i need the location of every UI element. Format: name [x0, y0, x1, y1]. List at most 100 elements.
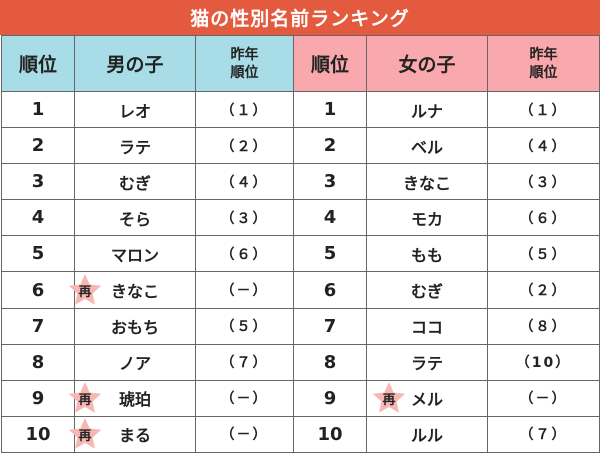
female-prev-rank: （５） [487, 235, 600, 273]
male-rank: 5 [1, 235, 75, 273]
female-name: きなこ [402, 173, 451, 193]
revival-star-icon: 再 [68, 381, 102, 415]
male-name-cell: むぎ [74, 163, 196, 201]
male-prev-rank: （６） [195, 235, 294, 273]
male-rank: 9 [1, 379, 75, 417]
revival-badge-text: 再 [78, 393, 92, 409]
male-rank: 4 [1, 199, 75, 237]
male-rank: 6 [1, 271, 75, 309]
male-name-cell: おもち [74, 307, 196, 345]
female-name: ココ [410, 318, 443, 338]
female-prev-rank: （８） [487, 307, 600, 345]
female-prev-header-line2: 順位 [529, 64, 558, 81]
female-name-cell: きなこ [366, 163, 488, 201]
female-prev-header: 昨年 順位 [487, 35, 600, 92]
female-name-header: 女の子 [366, 35, 488, 92]
female-prev-rank: （１） [487, 90, 600, 129]
male-name-cell: ノア [74, 343, 196, 381]
female-name: ベル [410, 137, 443, 157]
male-rank: 3 [1, 163, 75, 201]
female-name: ルル [410, 426, 443, 446]
male-name: ラテ [118, 137, 151, 157]
revival-star-icon: 再 [372, 381, 406, 415]
table-row: 6 再きなこ （－） 6 むぎ （２） [1, 271, 600, 309]
female-prev-rank: （10） [487, 343, 600, 381]
female-name-cell: ルル [366, 415, 488, 454]
male-prev-rank: （１） [195, 90, 294, 129]
female-name-cell: ベル [366, 127, 488, 165]
male-name: きなこ [110, 282, 159, 302]
female-name: ラテ [410, 354, 443, 374]
female-prev-rank: （４） [487, 127, 600, 165]
female-name-cell: ルナ [366, 90, 488, 129]
female-prev-rank: （６） [487, 199, 600, 237]
female-name-cell: もも [366, 235, 488, 273]
table-row: 3 むぎ （４） 3 きなこ （３） [1, 163, 600, 201]
female-rank: 4 [293, 199, 367, 237]
revival-star-icon: 再 [68, 417, 102, 451]
female-rank: 8 [293, 343, 367, 381]
ranking-title: 猫の性別名前ランキング [0, 0, 600, 35]
male-rank: 2 [1, 127, 75, 165]
male-name-cell: そら [74, 199, 196, 237]
male-prev-rank: （－） [195, 379, 294, 417]
female-prev-rank: （－） [487, 379, 600, 417]
female-rank: 2 [293, 127, 367, 165]
female-prev-header-line1: 昨年 [529, 46, 558, 63]
female-rank: 10 [293, 415, 367, 454]
male-name: まる [118, 426, 151, 446]
male-name: そら [118, 209, 151, 229]
male-prev-header: 昨年 順位 [195, 35, 294, 92]
female-prev-rank: （３） [487, 163, 600, 201]
female-name-cell: モカ [366, 199, 488, 237]
male-prev-header-line2: 順位 [230, 64, 259, 81]
male-name-cell: ラテ [74, 127, 196, 165]
male-name: おもち [110, 318, 159, 338]
female-name: モカ [410, 209, 443, 229]
female-rank: 5 [293, 235, 367, 273]
male-rank: 7 [1, 307, 75, 345]
male-name-cell: 再 琥珀 [68, 379, 196, 417]
table-row: 2 ラテ （２） 2 ベル （４） [1, 127, 600, 165]
male-prev-rank: （４） [195, 163, 294, 201]
male-rank: 1 [1, 90, 75, 129]
table-row: 8 ノア （７） 8 ラテ （10） [1, 343, 600, 381]
female-name-cell: ラテ [366, 343, 488, 381]
female-rank: 9 [293, 379, 367, 417]
male-prev-header-line1: 昨年 [230, 46, 259, 63]
male-name: 琥珀 [118, 390, 151, 410]
male-name-cell: レオ [74, 90, 196, 129]
male-name: マロン [110, 245, 159, 265]
male-rank-header: 順位 [1, 35, 75, 92]
female-rank: 6 [293, 271, 367, 309]
male-rank: 10 [1, 415, 75, 454]
male-name: むぎ [118, 173, 151, 193]
ranking-table: 順位 男の子 昨年 順位 順位 女の子 昨年 順位 1 レオ （１） 1 ルナ （１） 2 ラ… [1, 35, 600, 454]
female-prev-rank: （７） [487, 415, 600, 454]
male-name-header: 男の子 [74, 35, 196, 92]
female-name: メル [410, 390, 443, 410]
table-row: 9 再琥珀 （－） 9 再メル （－） [1, 379, 600, 417]
female-rank: 7 [293, 307, 367, 345]
male-name: レオ [118, 101, 151, 121]
male-prev-rank: （－） [195, 271, 294, 309]
revival-badge-text: 再 [382, 393, 396, 409]
table-row: 1 レオ （１） 1 ルナ （１） [1, 90, 600, 129]
male-prev-rank: （２） [195, 127, 294, 165]
table-row: 4 そら （３） 4 モカ （６） [1, 199, 600, 237]
female-name: もも [410, 245, 443, 265]
revival-star-icon: 再 [68, 273, 102, 307]
revival-badge-text: 再 [78, 429, 92, 445]
male-name-cell: マロン [74, 235, 196, 273]
male-prev-rank: （７） [195, 343, 294, 381]
male-rank: 8 [1, 343, 75, 381]
female-name-cell: 再メル [366, 379, 488, 417]
female-name-cell: むぎ [366, 271, 488, 309]
male-prev-rank: （５） [195, 307, 294, 345]
male-name-cell: 再 きなこ [68, 271, 196, 309]
male-name: ノア [118, 354, 151, 374]
male-prev-rank: （－） [195, 415, 294, 454]
female-rank-header: 順位 [293, 35, 367, 92]
female-rank: 1 [293, 90, 367, 129]
